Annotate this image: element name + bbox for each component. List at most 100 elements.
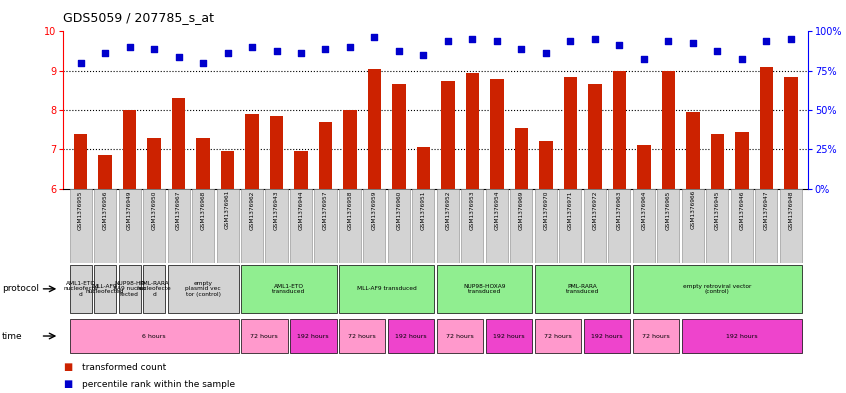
Bar [633,189,655,263]
Bar [168,189,190,263]
Text: ■: ■ [63,362,73,372]
Point [563,38,577,44]
Bar [735,132,749,189]
Text: MLL-AF9 transduced: MLL-AF9 transduced [357,286,416,291]
Bar [417,147,430,189]
Bar [364,189,386,263]
Text: transformed count: transformed count [82,363,167,371]
Text: GSM1376961: GSM1376961 [225,190,230,230]
Bar [98,155,112,189]
Text: PML-RARA
nucleofecte
d: PML-RARA nucleofecte d [137,281,172,297]
Bar [388,189,410,263]
Point [343,44,357,50]
Bar [221,151,234,189]
Text: GSM1376968: GSM1376968 [201,190,206,230]
Bar [755,189,777,263]
Point [686,40,700,46]
Bar [147,138,161,189]
Bar [266,189,288,263]
Point [74,60,87,66]
Text: GSM1376970: GSM1376970 [543,190,548,230]
Text: GSM1376963: GSM1376963 [617,190,622,230]
Point [514,46,528,52]
Bar [339,320,386,353]
Bar [118,265,140,313]
Bar [339,189,361,263]
Bar [490,79,503,189]
Point [784,36,798,42]
Point [490,38,503,44]
Text: GSM1376943: GSM1376943 [274,190,279,230]
Point [711,48,724,54]
Text: percentile rank within the sample: percentile rank within the sample [82,380,235,389]
Bar [368,69,382,189]
Text: 72 hours: 72 hours [250,334,278,338]
Bar [290,320,337,353]
Point [637,56,651,62]
Text: GSM1376966: GSM1376966 [690,190,695,230]
Text: time: time [2,332,22,340]
Text: 192 hours: 192 hours [726,334,758,338]
Text: 72 hours: 72 hours [544,334,572,338]
Text: GSM1376946: GSM1376946 [739,190,744,230]
Point [368,34,382,40]
Text: GSM1376953: GSM1376953 [470,190,475,230]
Bar [510,189,532,263]
Bar [662,71,675,189]
Bar [711,134,724,189]
Point [147,46,161,52]
Point [319,46,332,52]
Text: GSM1376962: GSM1376962 [250,190,255,230]
Point [123,44,136,50]
Bar [731,189,753,263]
Bar [563,77,577,189]
Bar [559,189,581,263]
Point [245,44,259,50]
Text: GSM1376967: GSM1376967 [176,190,181,230]
Bar [143,189,165,263]
Text: GSM1376955: GSM1376955 [78,190,83,230]
Bar [172,98,185,189]
Point [735,56,749,62]
Text: 192 hours: 192 hours [493,334,525,338]
Text: 192 hours: 192 hours [298,334,329,338]
Text: GDS5059 / 207785_s_at: GDS5059 / 207785_s_at [63,11,214,24]
Text: GSM1376959: GSM1376959 [372,190,377,230]
Bar [613,71,626,189]
Bar [535,189,557,263]
Bar [118,189,140,263]
Text: GSM1376964: GSM1376964 [641,190,646,230]
Bar [94,189,116,263]
Bar [217,189,239,263]
Text: AML1-ETO
transduced: AML1-ETO transduced [272,284,305,294]
Bar [784,77,798,189]
Bar [584,320,630,353]
Bar [486,320,532,353]
Bar [241,320,288,353]
Text: GSM1376971: GSM1376971 [568,190,573,230]
Bar [437,265,532,313]
Text: empty
plasmid vec
tor (control): empty plasmid vec tor (control) [185,281,221,297]
Text: GSM1376947: GSM1376947 [764,190,769,230]
Bar [245,114,259,189]
Bar [168,265,239,313]
Bar [535,320,581,353]
Bar [682,189,704,263]
Text: GSM1376945: GSM1376945 [715,190,720,230]
Point [613,42,626,48]
Bar [514,128,528,189]
Bar [633,265,802,313]
Text: GSM1376952: GSM1376952 [446,190,450,230]
Point [294,50,308,56]
Bar [584,189,606,263]
Point [196,60,210,66]
Bar [486,189,508,263]
Text: NUP98-HO
XA9 nucleo
fected: NUP98-HO XA9 nucleo fected [113,281,146,297]
Bar [69,265,91,313]
Bar [69,320,239,353]
Bar [588,84,602,189]
Bar [290,189,312,263]
Bar [539,141,552,189]
Bar [69,189,91,263]
Text: GSM1376950: GSM1376950 [151,190,157,230]
